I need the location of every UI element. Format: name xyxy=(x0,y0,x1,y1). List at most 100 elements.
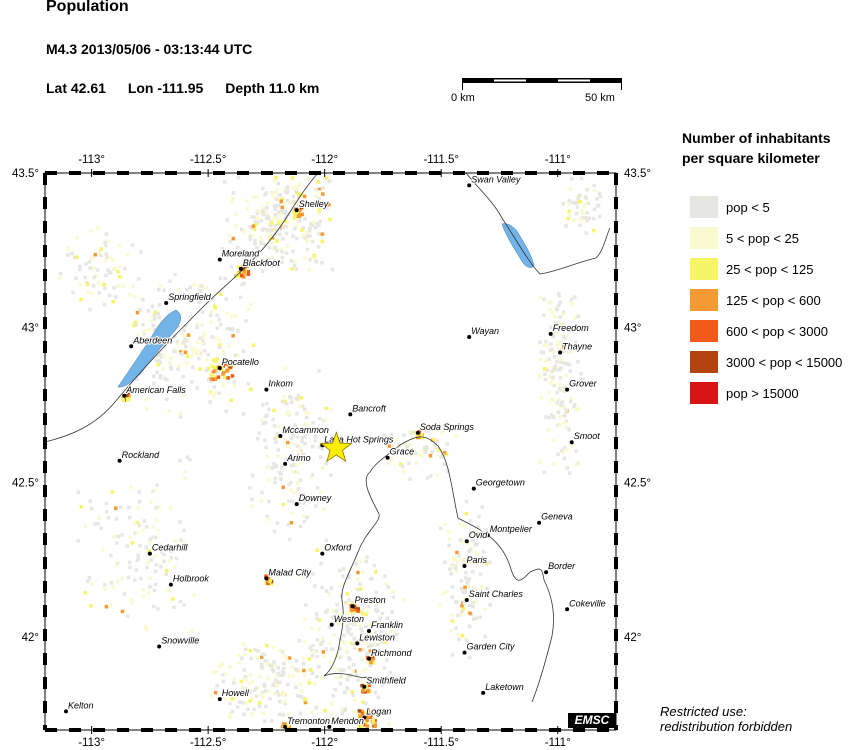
town-label: Weston xyxy=(334,614,364,624)
legend-swatch xyxy=(690,351,718,373)
town-label: Preston xyxy=(355,595,386,605)
town-label: Franklin xyxy=(371,620,403,630)
lon-tick-label: -113° xyxy=(78,154,105,166)
town-marker: Laketown xyxy=(481,681,525,695)
town-dot xyxy=(327,724,332,729)
town-dot xyxy=(122,393,127,398)
epicenter-marker xyxy=(319,431,353,463)
town-dot xyxy=(217,366,222,370)
lon-tick-label: -111.5° xyxy=(423,154,459,166)
town-marker: Kelton xyxy=(64,699,95,714)
town-label: Laketown xyxy=(485,682,524,692)
axis-ticks: -113° -113° -112.5° -112.5° -112° -112° -111.5… xyxy=(12,154,651,749)
town-label: Cedarhill xyxy=(152,543,189,553)
town-dot xyxy=(467,183,472,188)
legend-label: 5 < pop < 25 xyxy=(726,231,800,246)
town-label: Grover xyxy=(569,379,598,389)
location-info: Lat 42.61 Lon -111.95 Depth 11.0 km xyxy=(46,80,337,96)
town-marker: Richmond xyxy=(367,647,414,661)
town-marker: Arimo xyxy=(283,452,312,466)
town-dot xyxy=(129,344,134,349)
town-dot xyxy=(362,684,367,689)
scale-start-label: 0 km xyxy=(451,92,475,104)
town-label: Moreland xyxy=(222,249,261,259)
town-dot xyxy=(117,458,122,463)
town-marker: Paris xyxy=(462,554,489,568)
town-label: Georgetown xyxy=(476,478,525,488)
town-marker: Wayan xyxy=(467,325,500,339)
town-label: Inkom xyxy=(268,379,293,389)
town-marker: Swan Valley xyxy=(467,173,522,188)
town-label: Wayan xyxy=(471,326,499,336)
town-marker: Cedarhill xyxy=(147,541,190,556)
town-marker: Cokeville xyxy=(565,597,607,612)
town-label: Cokeville xyxy=(569,598,606,608)
town-marker: Springfield xyxy=(164,291,213,305)
town-marker: Saint Charles xyxy=(464,588,524,602)
town-label: Kelton xyxy=(68,700,94,710)
map-frame xyxy=(43,171,618,732)
town-marker: Border xyxy=(544,560,577,575)
town-marker: Grace xyxy=(385,446,415,460)
town-dot xyxy=(462,650,467,655)
town-marker: American Falls xyxy=(122,384,187,398)
lon-tick-label: -111° xyxy=(545,154,571,166)
town-label: Oxford xyxy=(324,543,352,553)
town-dot xyxy=(464,598,469,602)
town-marker: Lewiston xyxy=(355,631,396,646)
town-label: Lewiston xyxy=(359,632,395,642)
legend-label: 25 < pop < 125 xyxy=(726,262,814,277)
epicenter-star xyxy=(319,431,353,463)
town-dot xyxy=(264,387,269,392)
town-label: Geneva xyxy=(541,512,573,522)
town-dot xyxy=(283,724,288,729)
town-marker: Smithfield xyxy=(362,675,408,689)
town-label: Shelley xyxy=(299,199,329,209)
town-dot xyxy=(467,335,472,339)
legend-swatch xyxy=(690,227,718,249)
town-label: Blackfoot xyxy=(243,258,281,268)
town-dot xyxy=(355,641,360,646)
legend-swatch xyxy=(690,289,718,311)
town-dot xyxy=(481,690,486,695)
lat-tick-label: 43° xyxy=(624,323,641,335)
legend-swatch xyxy=(690,258,718,280)
town-dot xyxy=(548,331,553,336)
map-title: Population xyxy=(46,0,129,15)
town-label: Springfield xyxy=(168,292,212,302)
town-marker: Howell xyxy=(217,687,251,702)
lat-tick-label: 43.5° xyxy=(12,168,39,180)
town-label: Howell xyxy=(222,688,250,698)
town-label: Mendon xyxy=(331,716,364,726)
town-dot xyxy=(471,486,476,491)
lon-tick-label: -111.5° xyxy=(423,737,459,749)
town-marker: Garden City xyxy=(462,640,516,655)
town-dot xyxy=(544,570,549,575)
town-marker: Smoot xyxy=(569,430,601,445)
town-dot xyxy=(164,301,169,305)
lat-tick-label: 42° xyxy=(624,632,641,644)
town-dot xyxy=(238,266,243,271)
town-label: Swan Valley xyxy=(471,174,521,184)
town-label: Ovid xyxy=(469,530,489,540)
town-label: Logan xyxy=(366,707,391,717)
town-marker: Preston xyxy=(350,594,387,609)
lat-tick-label: 43.5° xyxy=(624,168,651,180)
usage-notice-line2: redistribution forbidden xyxy=(660,719,793,734)
town-dot xyxy=(64,709,68,714)
town-dot xyxy=(367,629,371,633)
town-marker: Bancroft xyxy=(348,402,387,417)
town-label: Holbrook xyxy=(173,574,210,584)
lon-tick-label: -112.5° xyxy=(190,737,226,749)
town-label: Soda Springs xyxy=(420,422,475,432)
usage-notice: Restricted use: redistribution forbidden xyxy=(660,704,792,734)
legend-label: 600 < pop < 3000 xyxy=(726,324,828,339)
town-label: Montpelier xyxy=(490,524,533,534)
town-marker: Pocatello xyxy=(217,356,260,370)
town-marker: Oxford xyxy=(320,541,353,556)
town-marker: Grover xyxy=(565,378,599,392)
town-dot xyxy=(558,350,563,355)
town-marker: Georgetown xyxy=(471,477,526,491)
legend-label: 3000 < pop < 15000 xyxy=(726,355,843,370)
